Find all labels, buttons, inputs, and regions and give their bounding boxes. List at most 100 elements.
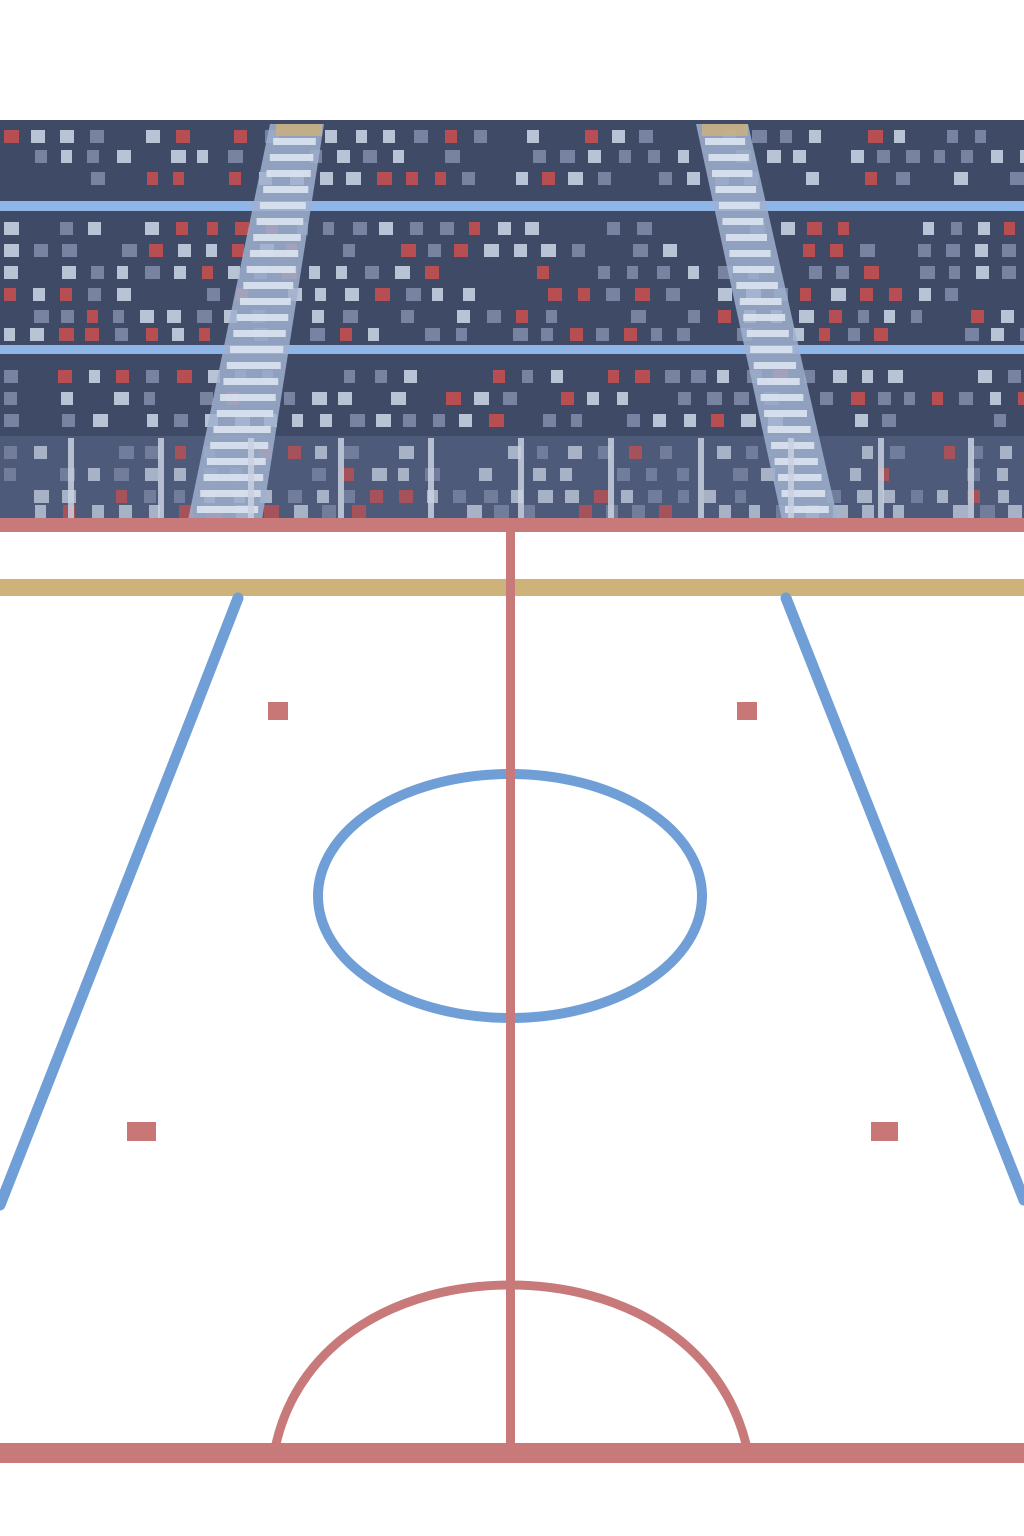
spectator-seat: [781, 222, 795, 235]
spectator-seat: [543, 414, 556, 427]
spectator-seat: [115, 328, 128, 341]
spectator-seat: [145, 222, 159, 235]
spectator-seat: [456, 328, 467, 341]
spectator-seat: [399, 490, 413, 503]
spectator-seat: [961, 150, 973, 163]
spectator-seat: [860, 288, 873, 301]
spectator-seat: [864, 266, 879, 279]
spectator-seat: [862, 370, 873, 383]
spectator-seat: [31, 130, 45, 143]
spectator-seat: [399, 446, 414, 459]
stair-step: [243, 282, 294, 289]
spectator-seat: [61, 150, 72, 163]
spectator-seat: [35, 505, 46, 518]
spectator-seat: [149, 244, 163, 257]
spectator-seat: [978, 222, 990, 235]
spectator-seat: [911, 490, 923, 503]
spectator-seat: [617, 392, 628, 405]
spectator-seat: [894, 130, 905, 143]
spectator-seat: [93, 414, 108, 427]
spectator-seat: [717, 370, 729, 383]
spectator-seat: [648, 150, 660, 163]
spectator-seat: [453, 490, 466, 503]
spectator-seat: [459, 414, 472, 427]
spectator-seat: [228, 266, 240, 279]
spectator-seat: [503, 392, 517, 405]
stair-step: [743, 314, 786, 321]
center-red-line: [506, 532, 515, 1446]
spectator-seat: [144, 490, 156, 503]
stair-step: [206, 458, 266, 465]
spectator-seat: [474, 130, 487, 143]
spectator-seat: [848, 328, 860, 341]
spectator-seat: [406, 288, 421, 301]
spectator-seat: [315, 288, 326, 301]
stair-step: [725, 234, 767, 241]
stair-step: [200, 490, 261, 497]
spectator-seat: [538, 490, 553, 503]
stair-step: [718, 202, 760, 209]
spectator-seat: [874, 328, 888, 341]
stair-step: [223, 378, 279, 385]
spectator-seat: [631, 310, 646, 323]
spectator-seat: [780, 130, 792, 143]
spectator-seat: [659, 172, 672, 185]
spectator-seat: [542, 172, 555, 185]
stair-step: [230, 346, 284, 353]
stair-step: [269, 154, 314, 161]
spectator-seat: [882, 414, 896, 427]
spectator-seat: [525, 222, 539, 235]
spectator-seat: [377, 172, 392, 185]
spectator-seat: [953, 505, 968, 518]
spectator-seat: [997, 468, 1008, 481]
stair-step: [750, 346, 793, 353]
board-top-line: [0, 518, 1024, 532]
spectator-seat: [208, 370, 220, 383]
spectator-seat: [350, 414, 365, 427]
spectator-seat: [767, 150, 781, 163]
spectator-seat: [174, 414, 188, 427]
spectator-seat: [594, 490, 609, 503]
spectator-seat: [435, 172, 446, 185]
spectator-seat: [410, 222, 423, 235]
stair-step: [760, 394, 804, 401]
spectator-seat: [61, 392, 73, 405]
spectator-seat: [62, 244, 77, 257]
spectator-seat: [4, 328, 15, 341]
spectator-seat: [484, 244, 499, 257]
spectator-seat: [91, 266, 104, 279]
spectator-seat: [855, 414, 868, 427]
spectator-seat: [4, 222, 19, 235]
spectator-seat: [888, 370, 903, 383]
spectator-seat: [114, 392, 129, 405]
spectator-seat: [994, 414, 1006, 427]
spectator-seat: [172, 328, 184, 341]
spectator-seat: [978, 370, 992, 383]
spectator-seat: [831, 288, 846, 301]
spectator-seat: [906, 150, 920, 163]
spectator-seat: [735, 490, 746, 503]
spectator-seat: [648, 490, 662, 503]
spectator-seat: [1010, 172, 1024, 185]
spectator-seat: [561, 392, 574, 405]
stair-step: [781, 490, 826, 497]
spectator-seat: [717, 446, 731, 459]
railing-post: [788, 438, 794, 520]
spectator-seat: [677, 468, 689, 481]
spectator-seat: [718, 310, 731, 323]
rink: [0, 532, 1024, 1463]
spectator-seat: [1020, 150, 1024, 163]
spectator-seat: [119, 446, 134, 459]
spectator-seat: [62, 266, 76, 279]
spectator-seat: [176, 130, 190, 143]
stair-step: [256, 218, 304, 225]
stair-step: [249, 250, 299, 257]
spectator-seat: [684, 414, 696, 427]
spectator-seat: [4, 130, 19, 143]
spectator-seat: [59, 328, 74, 341]
stair-step: [767, 426, 811, 433]
spectator-seat: [619, 150, 631, 163]
spectator-seat: [34, 310, 49, 323]
spectator-seat: [200, 392, 213, 405]
spectator-seat: [804, 370, 815, 383]
